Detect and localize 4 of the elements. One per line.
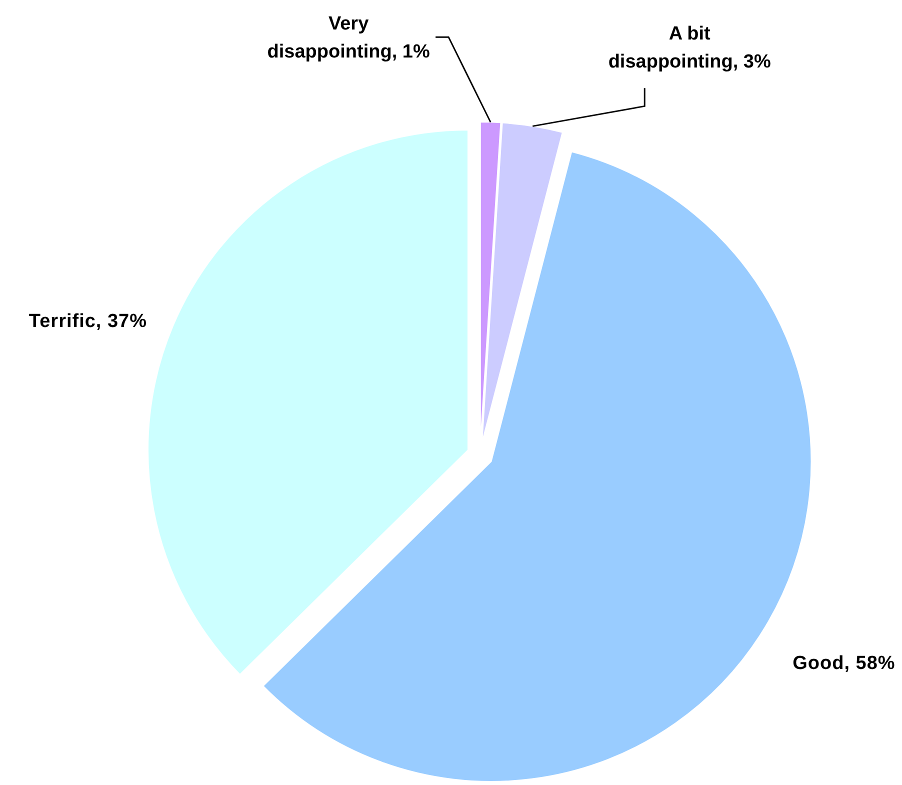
slice-label: Good, 58% [792,653,896,674]
slice-label: Terrific, 37% [28,311,148,332]
slice-label: A bit disappointing, 3% [608,24,771,73]
slice-label: Very disappointing, 1% [267,14,430,63]
